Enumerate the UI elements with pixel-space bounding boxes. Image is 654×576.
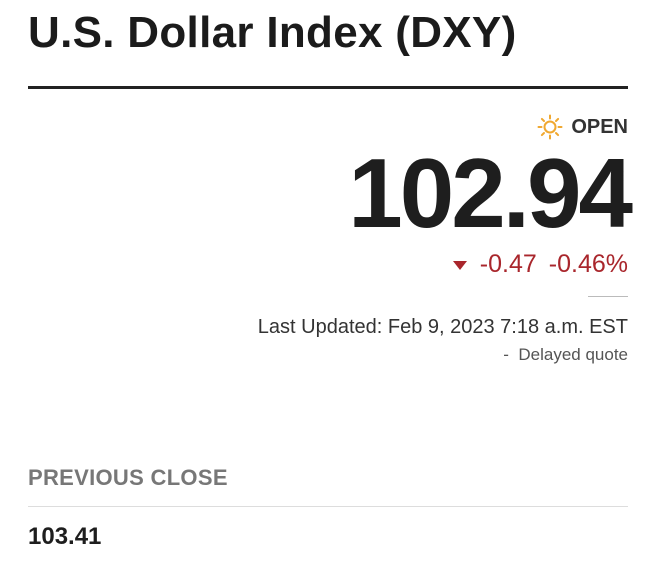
change: -0.47 [479, 250, 537, 278]
change-row: -0.47 -0.46% [452, 250, 628, 279]
status-text: OPEN [571, 115, 628, 138]
title-rule [28, 86, 628, 89]
previous-close-label: PREVIOUS CLOSE [28, 465, 228, 490]
previous-close-value: 103.41 [28, 523, 102, 550]
divider [588, 296, 628, 297]
down-arrow [452, 260, 467, 270]
sun-icon [537, 114, 563, 140]
divider [28, 506, 628, 507]
delay-note: - Delayed quote [503, 345, 628, 364]
page-title: U.S. Dollar Index (DXY) [28, 8, 517, 57]
last-updated: Last Updated: Feb 9, 2023 7:18 a.m. EST [257, 316, 628, 338]
change-percent: -0.46% [548, 250, 628, 278]
market-status: OPEN [537, 114, 628, 140]
price: 102.94 [348, 138, 633, 248]
